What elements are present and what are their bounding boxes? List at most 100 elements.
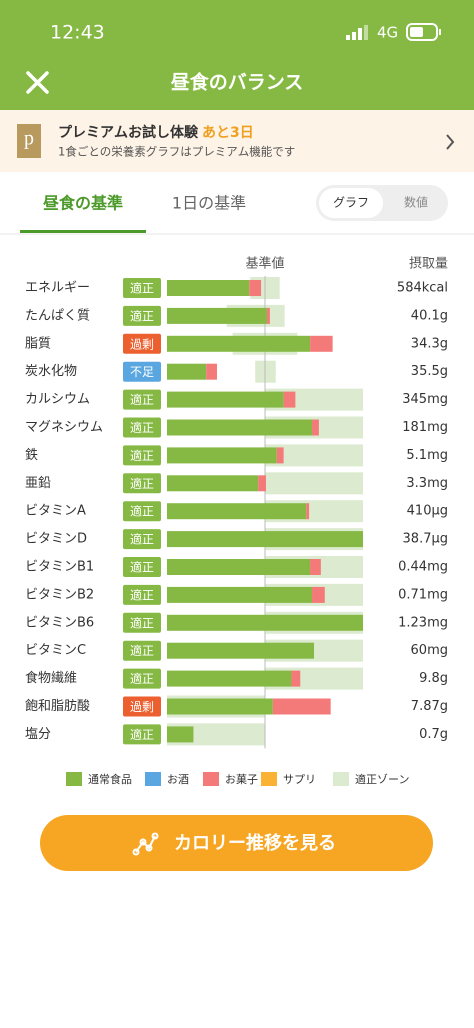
status-badge [123,445,161,466]
status-label: 適正 [130,448,154,463]
toggle-option[interactable]: グラフ [333,196,369,210]
premium-icon [17,124,41,158]
status-badge [123,333,161,354]
nutrient-label: ビタミンB6 [25,615,94,630]
bar-segment [306,503,310,520]
button-label: カロリー推移を見る [174,832,336,854]
status-label: 適正 [130,532,154,547]
status-badge [123,361,161,382]
status-badge [123,640,161,661]
status-label: 適正 [130,476,154,491]
bar-segment [167,475,259,492]
legend-swatch [333,772,349,786]
status-label: 適正 [130,504,154,519]
status-badge [123,473,161,494]
bar-segment [167,447,277,464]
legend-label: サプリ [283,773,316,786]
status-badge [123,696,161,717]
network: 4G [377,24,398,42]
status-label: 適正 [130,643,154,658]
status-label: 適正 [130,727,154,742]
premium-icon-letter: p [24,128,34,150]
intake-value: 9.8g [419,671,448,686]
nutrient-label: 亜鉛 [25,476,51,491]
close-button[interactable] [26,71,49,94]
status-badge [123,501,161,522]
status-badge [123,389,161,410]
bar-segment [167,335,311,352]
status-label: 適正 [130,671,154,686]
status-label: 適正 [130,392,154,407]
status-label: 適正 [130,420,154,435]
nutrient-label: ビタミンB2 [25,587,94,602]
legend-label: 適正ゾーン [355,772,409,786]
intake-value: 35.5g [411,364,448,379]
bar-segment [167,307,267,324]
nutrient-label: ビタミンA [25,504,86,519]
bar-segment [167,559,311,575]
bar-segment [167,726,194,743]
intake-value: 7.87g [411,699,448,714]
legend-swatch [261,772,277,786]
status-badge [123,557,161,577]
bar-segment [283,391,296,408]
status-badge [123,417,161,438]
nutrient-label: 塩分 [25,727,51,742]
status-badge [123,529,161,550]
nutrient-label: たんぱく質 [25,308,90,323]
bar-segment [167,391,284,408]
tab[interactable]: 1日の基準 [172,194,246,213]
nutrient-label: カルシウム [25,392,90,407]
bar-segment [167,642,314,659]
bar-segment [310,559,321,575]
intake-value: 3.3mg [406,476,448,491]
status-badge [123,612,161,633]
nutrient-label: 鉄 [25,448,38,463]
bar-segment [312,586,325,603]
nutrient-label: マグネシウム [25,420,103,435]
intake-value: 0.71mg [398,587,448,602]
bar-segment [167,363,207,380]
bar-segment [167,586,313,603]
legend-swatch [203,772,219,786]
intake-value: 40.1g [411,308,448,323]
status-label: 適正 [130,560,154,575]
banner-subtitle: 1食ごとの栄養素グラフはプレミアム機能です [58,145,295,159]
nutrient-label: ビタミンD [25,532,87,547]
trend-button[interactable] [40,815,433,871]
toggle-option[interactable]: 数値 [404,195,428,210]
intake-value: 34.3g [411,336,448,351]
banner-title: プレミアムお試し体験 あと3日 [58,124,254,141]
intake-value: 60mg [411,643,448,658]
intake-value: 181mg [402,420,448,435]
status-badge [123,668,161,689]
trend-icon [132,832,159,856]
intake-value: 1.23mg [398,615,448,630]
toggle-active [319,188,383,218]
battery-icon [406,23,441,41]
status-badge [123,278,161,298]
status-label: 適正 [130,615,154,630]
status-label: 適正 [130,281,154,296]
clock: 12:43 [50,22,105,44]
bar-segment [272,698,331,715]
bar-segment [310,335,333,352]
tab-active[interactable]: 昼食の基準 [42,194,123,213]
legend-swatch [145,772,161,786]
bar-segment [167,419,313,436]
status-label: 適正 [130,587,154,602]
status-label: 過剰 [130,337,154,351]
status-badge [123,724,161,745]
bar-segment [291,670,301,687]
chevron [446,134,455,150]
nutrient-label: ビタミンB1 [25,560,94,575]
reference-header: 基準値 [245,256,284,272]
legend-label: 通常食品 [88,772,132,786]
premium-banner[interactable] [0,110,474,172]
bar-segment [167,280,250,296]
bar-segment [167,503,307,520]
bar-segment [249,280,262,296]
bar-segment [167,670,292,687]
bar-segment [167,698,273,715]
